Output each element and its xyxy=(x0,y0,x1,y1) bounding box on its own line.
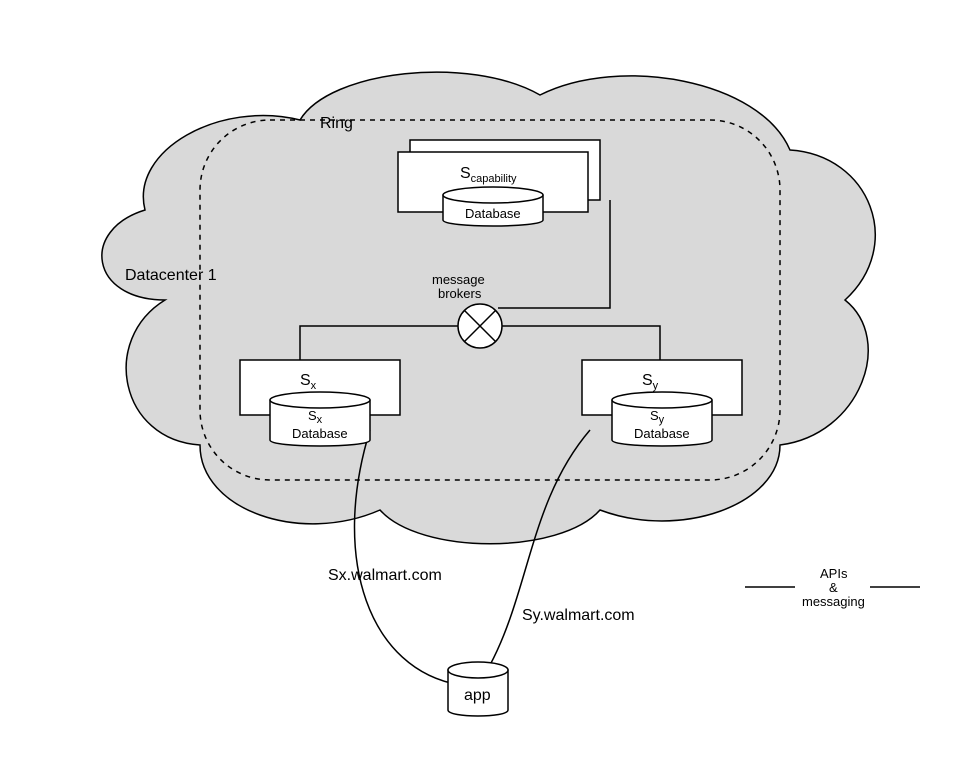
database-capability-label: Database xyxy=(465,206,521,221)
database-y: Sy Database xyxy=(612,392,712,446)
legend-line3: messaging xyxy=(802,594,865,609)
architecture-diagram: Ring Datacenter 1 Scapability Database m… xyxy=(0,0,972,781)
database-y-title-base: S xyxy=(650,408,659,423)
app-node: app xyxy=(448,662,508,716)
database-x-label: Database xyxy=(292,426,348,441)
ring-label: Ring xyxy=(320,115,353,132)
service-x-title-sub: x xyxy=(311,380,317,392)
service-capability-title-base: S xyxy=(460,165,471,182)
datacenter-label: Datacenter 1 xyxy=(125,267,217,284)
broker-label-1: message xyxy=(432,272,485,287)
service-y-title-sub: y xyxy=(653,380,659,392)
service-capability-title-sub: capability xyxy=(471,173,517,185)
legend: APIs & messaging xyxy=(745,566,920,609)
legend-line1: APIs xyxy=(820,566,848,581)
app-label: app xyxy=(464,687,491,704)
url-left-label: Sx.walmart.com xyxy=(328,567,442,584)
message-broker xyxy=(458,304,502,348)
database-y-label: Database xyxy=(634,426,690,441)
broker-label-2: brokers xyxy=(438,286,482,301)
database-x: Sx Database xyxy=(270,392,370,446)
legend-line2: & xyxy=(829,580,838,595)
url-right-label: Sy.walmart.com xyxy=(522,607,635,624)
service-y-title-base: S xyxy=(642,372,653,389)
database-x-title-sub: x xyxy=(317,414,323,426)
database-x-title-base: S xyxy=(308,408,317,423)
database-y-title-sub: y xyxy=(659,414,665,426)
service-x-title-base: S xyxy=(300,372,311,389)
database-capability: Database xyxy=(443,187,543,226)
